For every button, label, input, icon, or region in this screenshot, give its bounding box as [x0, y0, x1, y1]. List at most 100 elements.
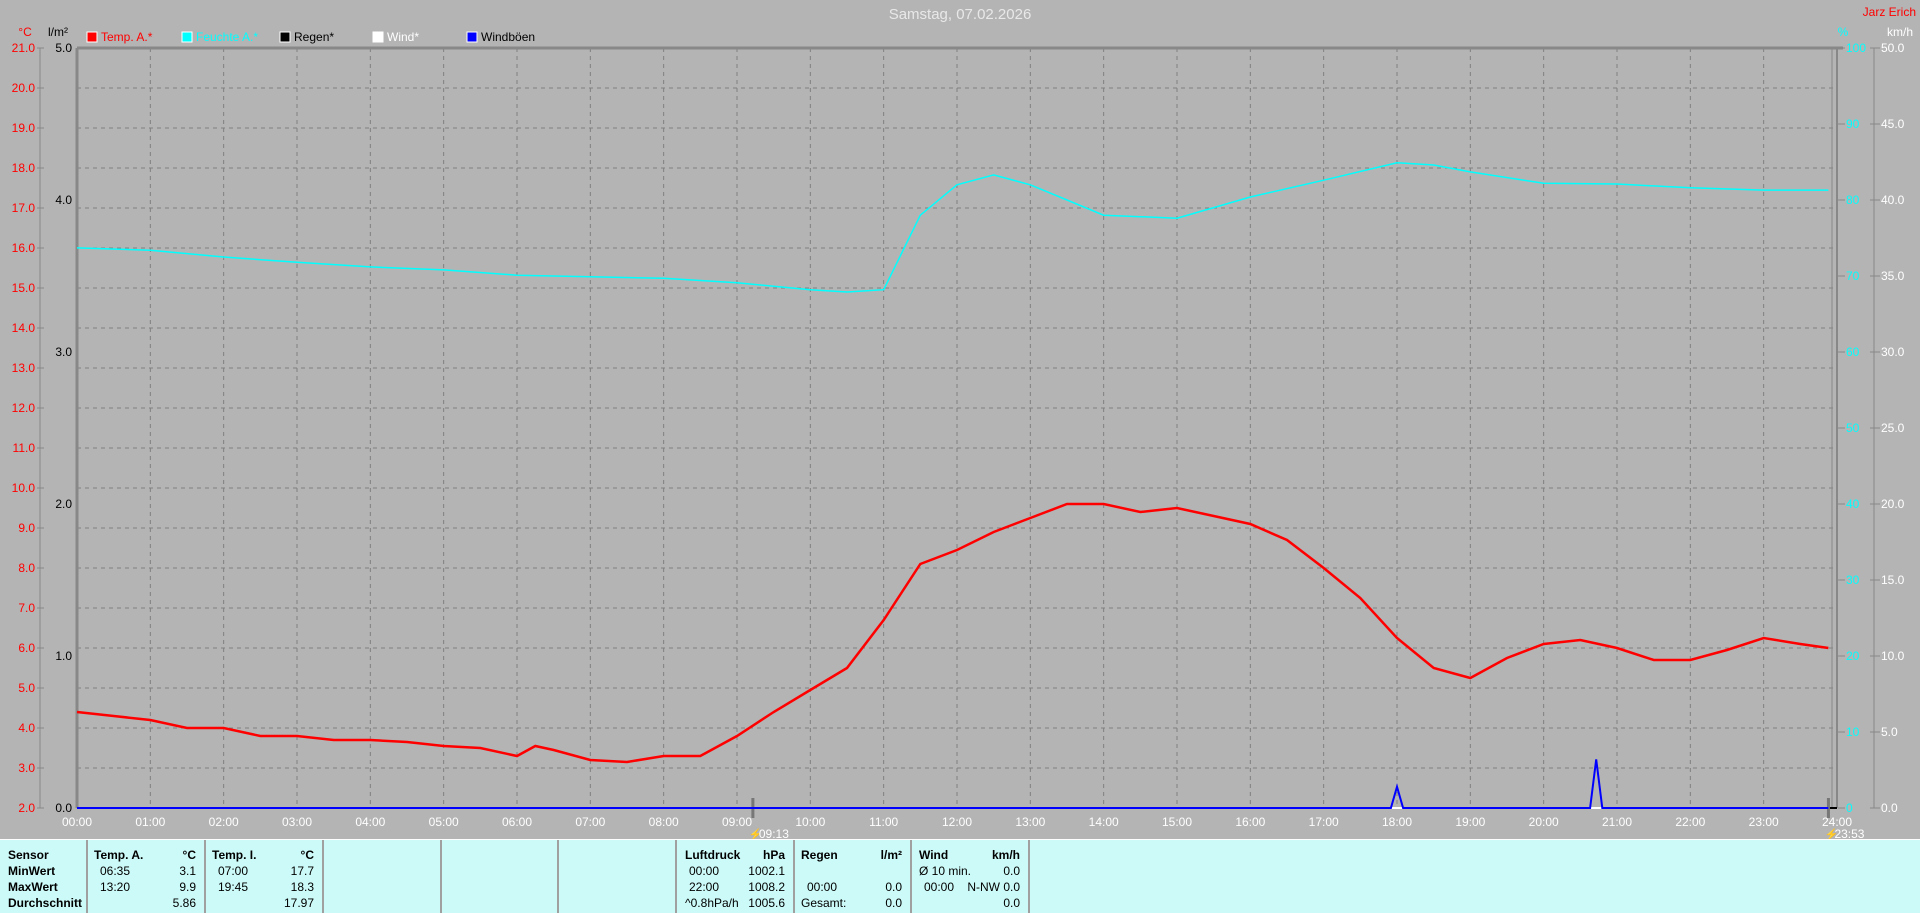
temp-tick-label: 9.0: [18, 521, 35, 535]
x-tick-label: 03:00: [282, 815, 312, 829]
series-line-1: [76, 162, 1829, 293]
x-tick-label: 20:00: [1529, 815, 1559, 829]
legend-label: Wind*: [387, 30, 419, 44]
sunrise-icon: ⚡: [749, 828, 763, 839]
legend-swatch: [372, 31, 384, 43]
avg-label: Durchschnitt: [8, 896, 83, 910]
x-tick-label: 21:00: [1602, 815, 1632, 829]
x-tick-label: 18:00: [1382, 815, 1412, 829]
legend-swatch: [181, 31, 193, 43]
humidity-tick-label: 60: [1846, 345, 1860, 359]
temp-tick-label: 14.0: [12, 321, 36, 335]
x-tick-label: 17:00: [1309, 815, 1339, 829]
humidity-tick-label: 30: [1846, 573, 1860, 587]
wind-tick-label: 20.0: [1881, 497, 1905, 511]
x-tick-label: 00:00: [62, 815, 92, 829]
x-tick-label: 22:00: [1675, 815, 1705, 829]
r3-label: ^0.8hPa/h: [685, 896, 739, 910]
wind-tick-label: 10.0: [1881, 649, 1905, 663]
humidity-tick-label: 70: [1846, 269, 1860, 283]
temp-tick-label: 13.0: [12, 361, 36, 375]
r3-value: 1005.6: [748, 896, 785, 910]
x-tick-label: 15:00: [1162, 815, 1192, 829]
temp-tick-label: 21.0: [12, 41, 36, 55]
humidity-tick-label: 80: [1846, 193, 1860, 207]
stats-col-wind: Wind km/h Ø 10 min. 0.0 00:00 N-NW 0.0 0.0: [912, 840, 1030, 913]
legend-swatch: [466, 31, 478, 43]
legend-label: Feuchte A.*: [196, 30, 258, 44]
unit: °C: [182, 848, 196, 862]
x-tick-label: 02:00: [209, 815, 239, 829]
rain-tick-label: 1.0: [55, 649, 72, 663]
marker-label: 23:53: [1834, 827, 1864, 839]
temp-tick-label: 11.0: [13, 441, 36, 455]
x-tick-label: 01:00: [135, 815, 165, 829]
legend-label: Regen*: [294, 30, 334, 44]
wind-tick-label: 15.0: [1881, 573, 1905, 587]
wind-tick-label: 0.0: [1881, 801, 1898, 815]
min-time: 06:35: [100, 864, 131, 878]
r2-value: N-NW 0.0: [967, 880, 1020, 894]
unit: l/m²: [880, 848, 902, 862]
temp-tick-label: 7.0: [18, 601, 35, 615]
temp-tick-label: 4.0: [18, 721, 35, 735]
x-tick-label: 19:00: [1455, 815, 1485, 829]
min-value: 17.7: [290, 864, 314, 878]
min-time: 07:00: [218, 864, 249, 878]
stats-col-temp-a: Temp. A. °C 06:35 3.1 13:20 9.9 5.86: [88, 840, 206, 913]
unit: km/h: [991, 848, 1020, 862]
wind-tick-label: 35.0: [1881, 269, 1905, 283]
humidity-tick-label: 40: [1846, 497, 1860, 511]
unit: hPa: [762, 848, 785, 862]
station-name: Jarz Erich: [1863, 5, 1916, 19]
stats-col-empty: [559, 840, 677, 913]
rain-tick-label: 5.0: [55, 41, 72, 55]
temp-tick-label: 8.0: [18, 561, 35, 575]
max-time: 19:45: [218, 880, 249, 894]
header: Temp. A.: [94, 848, 144, 862]
header: Luftdruck: [685, 848, 741, 862]
temp-unit: °C: [18, 25, 32, 39]
sensor-label: Sensor: [8, 848, 49, 862]
x-tick-label: 07:00: [575, 815, 605, 829]
series-line-0: [76, 502, 1829, 764]
header: Regen: [801, 848, 838, 862]
chart-title: Samstag, 07.02.2026: [889, 6, 1032, 23]
temp-tick-label: 18.0: [12, 161, 36, 175]
temp-tick-label: 2.0: [18, 801, 35, 815]
weather-chart: Samstag, 07.02.2026 Jarz Erich °C l/m²% km/h…: [12, 5, 1916, 839]
x-tick-label: 12:00: [942, 815, 972, 829]
legend-swatch: [86, 31, 98, 43]
r2-value: 0.0: [885, 880, 902, 894]
series-line-4: [77, 759, 1829, 809]
legend-label: Windböen: [481, 30, 535, 44]
max-value: 18.3: [290, 880, 314, 894]
max-time: 13:20: [100, 880, 131, 894]
stats-col-empty: [442, 840, 559, 913]
avg-value: 5.86: [172, 896, 196, 910]
x-tick-label: 24:00: [1822, 815, 1852, 829]
min-value: 3.1: [179, 864, 196, 878]
max-label: MaxWert: [8, 880, 58, 894]
humidity-tick-label: 0: [1846, 801, 1853, 815]
x-tick-label: 16:00: [1235, 815, 1265, 829]
stats-col-labels: Sensor MinWert MaxWert Durchschnitt: [0, 840, 88, 913]
wind-unit: km/h: [1887, 25, 1913, 39]
humidity-tick-label: 100: [1846, 41, 1866, 55]
rain-tick-label: 2.0: [55, 497, 72, 511]
temp-tick-label: 16.0: [12, 241, 36, 255]
r3-value: 0.0: [885, 896, 902, 910]
r2-value: 1008.2: [748, 880, 785, 894]
x-tick-label: 06:00: [502, 815, 532, 829]
unit: °C: [300, 848, 314, 862]
x-tick-label: 05:00: [429, 815, 459, 829]
legend-swatch: [279, 31, 291, 43]
r2-label: 22:00: [689, 880, 720, 894]
wind-tick-label: 25.0: [1881, 421, 1905, 435]
x-tick-label: 09:00: [722, 815, 752, 829]
r3-value: 0.0: [1003, 896, 1020, 910]
temp-tick-label: 12.0: [12, 401, 36, 415]
x-tick-label: 04:00: [355, 815, 385, 829]
temp-tick-label: 3.0: [18, 761, 35, 775]
temp-tick-label: 19.0: [12, 121, 36, 135]
